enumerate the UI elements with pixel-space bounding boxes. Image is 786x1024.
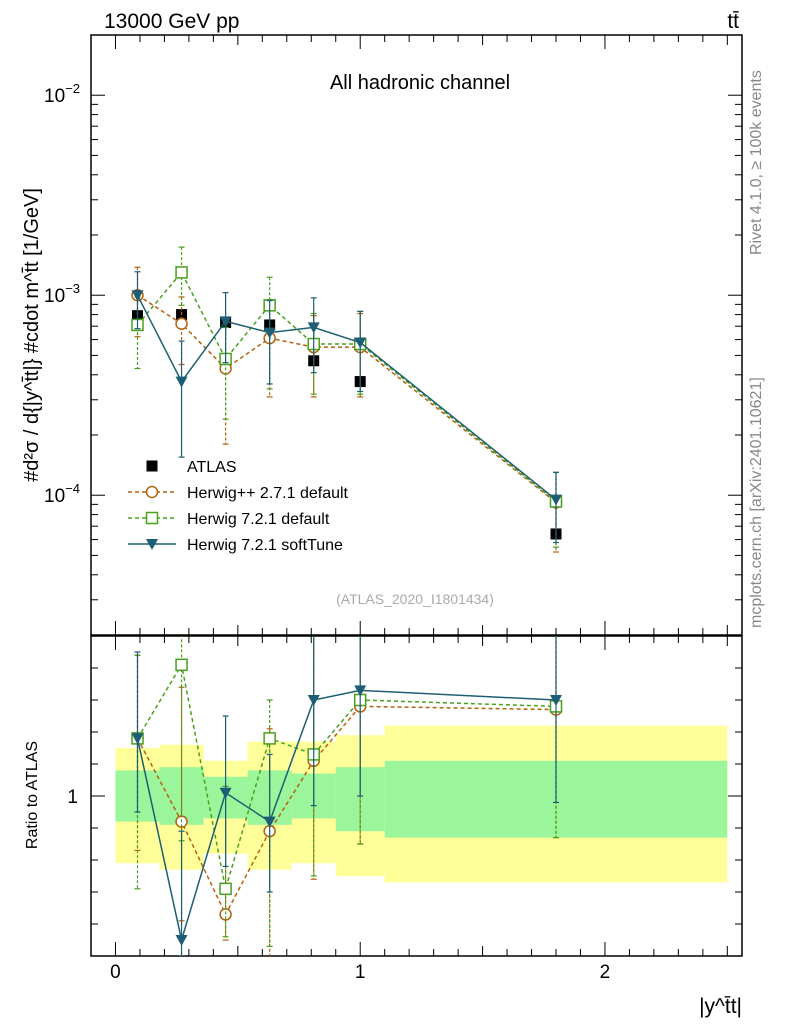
herwig-7-2-1-softtune-point-1 <box>175 376 188 388</box>
ratio-y-tick-label-1: 1 <box>67 787 78 808</box>
main-y-tick-exponent: −2 <box>65 81 80 96</box>
herwig-7-2-1-softtune-point-2 <box>219 787 232 799</box>
legend-entry-herwig-7-2-1-default: Herwig 7.2.1 default <box>128 511 330 528</box>
herwig-2-7-1-default-point-1 <box>175 317 188 330</box>
legend-marker-atlas <box>146 460 158 472</box>
main-y-tick-base: 10 <box>44 86 65 107</box>
series-herwig-7-2-1-softtune <box>131 636 562 956</box>
legend-marker-herwig-7-2-1-softtune <box>146 539 158 550</box>
rivet-version-label: Rivet 4.1.0, ≥ 100k events <box>748 70 765 255</box>
main-y-tick-label-0: 10−2 <box>44 81 80 107</box>
x-axis-label: |y^t̄t| <box>699 995 742 1018</box>
ratio-y-axis-label: Ratio to ATLAS <box>24 741 41 849</box>
legend-label-herwig-7-2-1-default: Herwig 7.2.1 default <box>187 511 330 528</box>
herwig-7-2-1-default-point-3 <box>263 732 276 745</box>
legend-entry-herwig-2-7-1-default: Herwig++ 2.7.1 default <box>128 485 349 502</box>
herwig-7-2-1-softtune-point-5 <box>354 337 367 349</box>
header-process-label: tt̄ <box>727 10 739 33</box>
legend-marker-herwig-7-2-1-default <box>145 511 159 525</box>
mcplots-reference-label: mcplots.cern.ch [arXiv:2401.10621] <box>748 377 765 628</box>
herwig-7-2-1-softtune-point-1 <box>175 935 188 946</box>
legend-marker-herwig-2-7-1-default <box>145 485 159 499</box>
herwig-7-2-1-softtune-point-0 <box>131 290 144 302</box>
legend-label-herwig-7-2-1-softtune: Herwig 7.2.1 softTune <box>187 537 343 554</box>
x-tick-label-2: 2 <box>600 962 611 983</box>
legend: ATLAS Herwig++ 2.7.1 default Herwig 7.2.1 … <box>128 459 349 554</box>
herwig-7-2-1-default-point-1 <box>175 266 188 279</box>
herwig-7-2-1-softtune-point-5 <box>354 685 367 697</box>
herwig-7-2-1-softtune-point-3 <box>263 816 276 828</box>
herwig-7-2-1-softtune-point-2 <box>219 316 232 328</box>
herwig-7-2-1-softtune-point-0 <box>131 733 144 745</box>
series-atlas <box>132 309 562 540</box>
main-y-tick-base: 10 <box>44 286 65 307</box>
legend-entry-herwig-7-2-1-softtune: Herwig 7.2.1 softTune <box>128 537 343 554</box>
herwig-7-2-1-softtune-point-6 <box>550 494 562 506</box>
x-tick-label-1: 1 <box>355 962 366 983</box>
x-tick-label-0: 0 <box>110 962 121 983</box>
main-panel-frame <box>90 34 743 636</box>
series-herwig-2-7-1-default <box>131 266 563 553</box>
ratio-bands <box>115 725 728 883</box>
main-y-axis-label: #d²σ / d{|y^t̄t|} #cdot m^t̄t [1/GeV] <box>21 188 43 482</box>
main-panel: All hadronic channel (ATLAS_2020_I180143… <box>21 34 743 636</box>
legend-entry-atlas: ATLAS <box>146 459 237 476</box>
series-herwig-7-2-1-softtune <box>131 271 562 544</box>
herwig-7-2-1-default-point-1 <box>175 658 188 672</box>
main-panel-title: All hadronic channel <box>330 72 510 94</box>
main-series-layer <box>131 246 563 553</box>
header-energy-label: 13000 GeV pp <box>104 10 239 33</box>
analysis-watermark: (ATLAS_2020_I1801434) <box>336 591 494 607</box>
ratio-axes: 0 1 2 1 <box>67 636 742 983</box>
main-y-tick-base: 10 <box>44 486 65 507</box>
ratio-series-layer <box>131 636 563 956</box>
ratio-panel: 0 1 2 1 Ratio to ATLAS |y^t̄t| <box>24 635 743 1018</box>
main-y-tick-exponent: −4 <box>65 481 80 496</box>
series-herwig-7-2-1-default <box>131 246 563 548</box>
legend-label-herwig-2-7-1-default: Herwig++ 2.7.1 default <box>187 485 349 502</box>
main-y-tick-exponent: −3 <box>65 281 80 296</box>
herwig-7-2-1-softtune-point-6 <box>550 695 562 706</box>
herwig-7-2-1-softtune-point-3 <box>263 327 276 339</box>
main-y-axis: 10−210−310−4 <box>44 34 742 636</box>
legend-label-atlas: ATLAS <box>187 459 237 476</box>
herwig-7-2-1-softtune-point-4 <box>307 322 320 334</box>
herwig-7-2-1-default-point-2 <box>219 882 232 896</box>
main-y-tick-label-2: 10−4 <box>44 481 80 507</box>
main-y-tick-label-1: 10−3 <box>44 281 80 307</box>
herwig-7-2-1-softtune-point-4 <box>307 695 320 706</box>
